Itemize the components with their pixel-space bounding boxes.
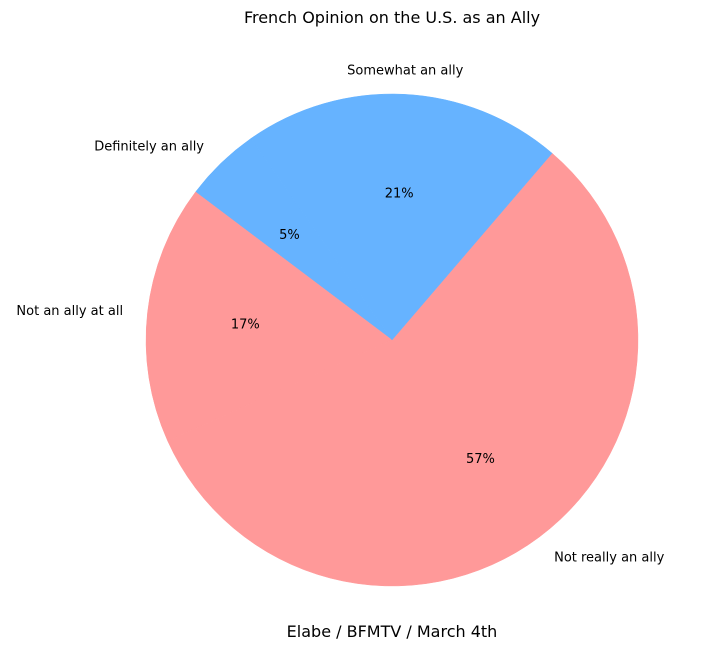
pie-slices — [145, 93, 639, 587]
pie-category-label: Definitely an ally — [94, 139, 204, 154]
pie-slice-somewhat-an-ally — [250, 93, 553, 341]
pie-slice-not-really-an-ally — [167, 152, 639, 587]
pie-percent-label: 5% — [279, 228, 300, 243]
pie-category-label: Not really an ally — [554, 551, 665, 566]
pie-percent-label: 21% — [385, 187, 414, 202]
pie-percent-label: 17% — [231, 318, 260, 333]
chart-title: French Opinion on the U.S. as an Ally — [244, 8, 540, 27]
pie-category-label: Somewhat an ally — [347, 64, 463, 79]
pie-slice-not-an-ally-at-all — [145, 191, 393, 442]
pie-category-label: Not an ally at all — [16, 304, 123, 319]
chart-caption: Elabe / BFMTV / March 4th — [287, 622, 498, 641]
pie-percent-label: 57% — [466, 452, 495, 467]
pie-labels: 5% Definitely an ally 17% Not an ally at al… — [16, 64, 664, 566]
